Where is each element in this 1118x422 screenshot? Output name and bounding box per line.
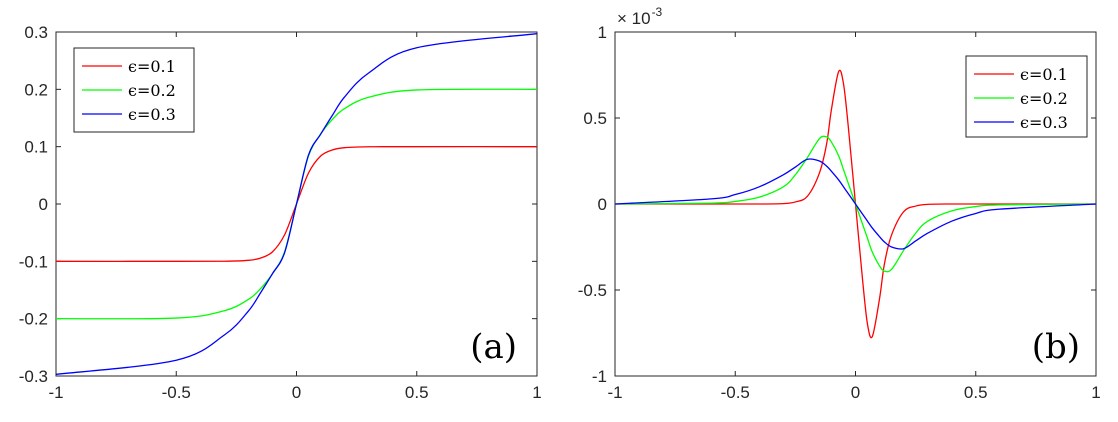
y-tick-label: 0.5: [583, 109, 607, 128]
x-tick-label: -1: [48, 383, 63, 402]
legend: ϵ=0.1 ϵ=0.2 ϵ=0.3: [73, 47, 195, 133]
chart-panel-b: -1 -0.5 0 0.5 1-1-0.500.51× 10 -3ϵ=0.1ϵ=0.2ϵ=…: [578, 5, 1101, 402]
x-tick-label: 0: [851, 383, 860, 402]
y-tick-label: 0.1: [24, 138, 48, 157]
x-tick-label: 0.5: [405, 383, 429, 402]
x-tick-label: -0.5: [721, 383, 750, 402]
y-axis-multiplier-exponent: -3: [652, 5, 663, 19]
y-tick-label: 0.2: [24, 80, 48, 99]
x-tick-label: -0.5: [162, 383, 191, 402]
y-tick-label: -0.3: [19, 367, 48, 386]
y-axis-multiplier: × 10: [617, 9, 651, 28]
legend-entry: ϵ=0.1: [1020, 65, 1068, 84]
legend-entry: ϵ=0.2: [128, 81, 176, 100]
x-tick-label: 1: [1091, 383, 1100, 402]
panel-label: (b): [1032, 327, 1080, 367]
x-tick-label: 1: [532, 383, 541, 402]
y-tick-label: 1: [598, 23, 607, 42]
y-tick-label: -1: [592, 367, 607, 386]
chart-panel-a: -1 -0.5 0 0.5 1-0.3-0.2-0.100.10.20.3ϵ=0.1ϵ=…: [19, 23, 542, 402]
y-tick-label: -0.5: [578, 281, 607, 300]
legend-entry: ϵ=0.3: [128, 105, 176, 124]
legend: ϵ=0.1 ϵ=0.2 ϵ=0.3: [965, 55, 1088, 138]
legend-entry: ϵ=0.3: [1020, 113, 1068, 132]
series-line-eps-3: [615, 158, 1096, 250]
y-tick-label: 0.3: [24, 23, 48, 42]
x-tick-label: 0: [292, 383, 301, 402]
series-line-eps-3: [56, 33, 537, 375]
y-tick-label: -0.2: [19, 310, 48, 329]
x-tick-label: -1: [607, 383, 622, 402]
panel-label: (a): [470, 327, 517, 367]
legend-entry: ϵ=0.2: [1020, 89, 1068, 108]
y-tick-label: 0: [598, 195, 607, 214]
y-tick-label: -0.1: [19, 252, 48, 271]
legend-entry: ϵ=0.1: [128, 57, 176, 76]
x-tick-label: 0.5: [964, 383, 988, 402]
legend-box: [965, 55, 1088, 138]
y-tick-label: 0: [39, 195, 48, 214]
